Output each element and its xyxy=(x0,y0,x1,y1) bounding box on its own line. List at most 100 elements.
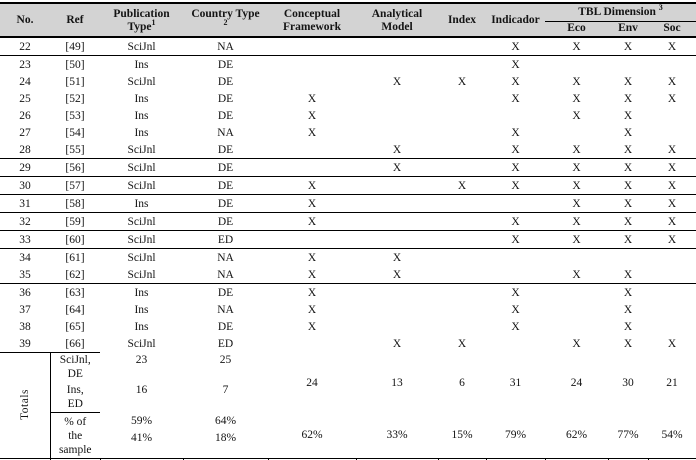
cell-x-analytical-model xyxy=(356,194,438,213)
cell-x-soc: X xyxy=(667,92,677,105)
total-count-indicador: 31 xyxy=(509,376,522,389)
table-body: 22 [49] SciJnl NA X X X X 23 [50] Ins DE X 24 [51] SciJ… xyxy=(0,37,696,353)
total-count-de: 25 xyxy=(219,353,232,366)
cell-x-eco xyxy=(545,301,608,318)
cell-x-eco: X xyxy=(545,37,608,56)
cell-x-indicador xyxy=(486,249,545,267)
total-pct-conceptual-framework: 62% xyxy=(301,429,323,442)
cell-ref: [64] xyxy=(65,303,85,316)
cell-country-type: DE xyxy=(217,58,234,71)
bottom-tick xyxy=(544,458,608,460)
bottom-tick xyxy=(355,458,438,460)
cell-x-env: X xyxy=(623,92,633,105)
table-row: 25 [52] Ins DE X X X X X xyxy=(0,90,696,107)
cell-x-env: X xyxy=(623,320,633,333)
table-row: 32 [59] SciJnl DE X X X X X xyxy=(0,212,696,231)
cell-country-type: NA xyxy=(217,126,234,139)
cell-x-indicador xyxy=(486,266,545,284)
cell-x-soc: X xyxy=(648,37,696,56)
cell-publication-type: Ins xyxy=(134,126,149,139)
cell-x-env: X xyxy=(623,303,633,316)
header-soc: Soc xyxy=(648,21,696,37)
cell-x-conceptual-framework xyxy=(268,335,356,353)
cell-x-soc: X xyxy=(648,176,696,195)
table-row: 23 [50] Ins DE X xyxy=(0,56,696,74)
totals-counts-row-1: Totals SciJnl, DE 23 25 24 13 6 31 24 30… xyxy=(0,352,696,459)
cell-x-index: X xyxy=(438,176,486,195)
table-row: 24 [51] SciJnl DE X X X X X X xyxy=(0,73,696,90)
cell-no: 30 xyxy=(0,176,50,195)
cell-country-type: DE xyxy=(217,109,234,122)
cell-country-type: ED xyxy=(183,230,268,249)
cell-publication-type: Ins xyxy=(134,92,149,105)
cell-x-indicador xyxy=(486,107,545,124)
cell-publication-type: Ins xyxy=(134,303,149,316)
cell-x-eco xyxy=(545,249,608,267)
cell-x-index xyxy=(438,158,486,177)
cell-x-soc: X xyxy=(648,230,696,249)
cell-publication-type: SciJnl xyxy=(127,75,156,88)
cell-x-eco xyxy=(545,56,608,74)
cell-x-indicador: X xyxy=(486,37,545,56)
cell-no: 22 xyxy=(0,37,50,56)
totals-label: Totals xyxy=(0,352,51,459)
cell-x-indicador: X xyxy=(486,158,545,177)
cell-publication-type: SciJnl xyxy=(127,337,156,350)
cell-x-soc xyxy=(648,301,696,318)
cell-x-index xyxy=(438,230,486,249)
cell-country-type: DE xyxy=(217,75,234,88)
cell-ref: [61] xyxy=(65,251,85,264)
cell-x-index: X xyxy=(457,337,467,350)
cell-x-index xyxy=(438,141,486,159)
cell-x-conceptual-framework: X xyxy=(307,320,317,333)
cell-no: 36 xyxy=(19,286,31,299)
cell-x-analytical-model xyxy=(356,37,438,56)
cell-x-analytical-model xyxy=(356,212,438,231)
table-bottom-border xyxy=(0,458,696,460)
cell-x-index xyxy=(438,56,486,74)
cell-country-type: ED xyxy=(217,337,234,350)
cell-ref: [52] xyxy=(65,92,85,105)
cell-country-type: DE xyxy=(183,212,268,231)
total-pct-de: 64% xyxy=(214,415,237,427)
cell-country-type: DE xyxy=(183,141,268,159)
cell-x-eco xyxy=(545,284,608,302)
cell-publication-type: SciJnl xyxy=(100,37,183,56)
table-row: 35 [62] SciJnl NA X X X X xyxy=(0,266,696,284)
cell-publication-type: Ins xyxy=(134,286,149,299)
cell-x-indicador xyxy=(486,194,545,213)
cell-no: 28 xyxy=(0,141,50,159)
cell-x-soc: X xyxy=(648,194,696,213)
totals-counts-row-2: Ins, ED 16 7 xyxy=(0,382,696,413)
cell-x-indicador: X xyxy=(486,176,545,195)
header-indicador: Indicador xyxy=(486,2,545,37)
cell-x-conceptual-framework: X xyxy=(307,251,317,264)
table-row: 38 [65] Ins DE X X X xyxy=(0,318,696,335)
header-country-type: Country Type 2 xyxy=(183,2,268,37)
cell-x-soc: X xyxy=(648,141,696,159)
cell-x-conceptual-framework: X xyxy=(307,92,317,105)
cell-x-conceptual-framework: X xyxy=(268,266,356,284)
total-count-analytical-model: 13 xyxy=(391,376,403,389)
cell-publication-type: Ins xyxy=(134,109,149,122)
total-pct-soc: 54% xyxy=(661,429,683,442)
cell-country-type: DE xyxy=(183,176,268,195)
bottom-tick xyxy=(607,458,648,460)
cell-x-env: X xyxy=(608,37,648,56)
cell-x-eco: X xyxy=(572,75,581,88)
table-row: 33 [60] SciJnl ED X X X X xyxy=(0,230,696,249)
cell-x-soc: X xyxy=(667,337,677,350)
total-count-ins: 16 xyxy=(135,383,148,396)
bottom-tick xyxy=(267,458,356,460)
cell-publication-type: Ins xyxy=(134,58,149,71)
cell-x-conceptual-framework xyxy=(268,230,356,249)
cell-x-indicador: X xyxy=(511,92,520,105)
cell-x-eco: X xyxy=(572,109,581,122)
cell-x-index xyxy=(438,124,486,141)
total-count-scijnl: 23 xyxy=(135,353,148,366)
cell-publication-type: SciJnl xyxy=(100,266,183,284)
cell-x-soc xyxy=(648,318,696,335)
cell-no: 39 xyxy=(19,337,31,350)
cell-x-eco: X xyxy=(545,158,608,177)
cell-no: 35 xyxy=(0,266,50,284)
